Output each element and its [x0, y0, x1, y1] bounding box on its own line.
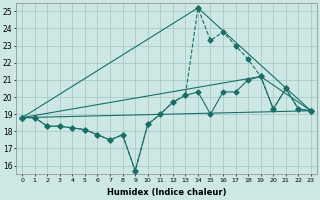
X-axis label: Humidex (Indice chaleur): Humidex (Indice chaleur) [107, 188, 226, 197]
